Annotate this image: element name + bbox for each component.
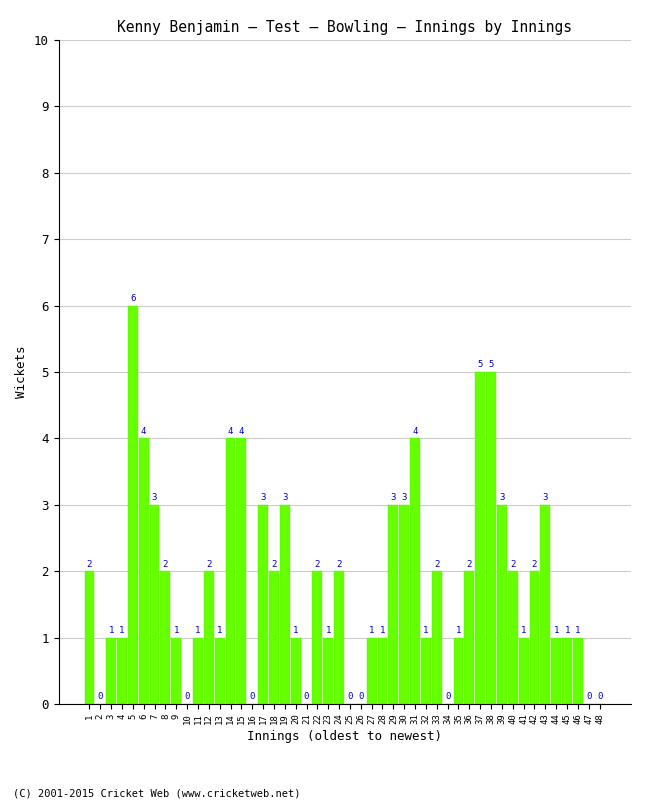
Bar [540, 505, 550, 704]
Bar [84, 571, 94, 704]
Text: 1: 1 [217, 626, 222, 635]
Text: 1: 1 [369, 626, 374, 635]
Y-axis label: Wickets: Wickets [15, 346, 28, 398]
Bar [237, 438, 246, 704]
Text: 1: 1 [174, 626, 179, 635]
Text: 5: 5 [478, 360, 483, 370]
Bar [280, 505, 290, 704]
Bar [399, 505, 409, 704]
Bar [421, 638, 431, 704]
Text: 0: 0 [347, 692, 352, 702]
Text: 1: 1 [575, 626, 580, 635]
Text: 3: 3 [543, 493, 548, 502]
Title: Kenny Benjamin – Test – Bowling – Innings by Innings: Kenny Benjamin – Test – Bowling – Inning… [117, 20, 572, 34]
Bar [508, 571, 517, 704]
Text: 5: 5 [488, 360, 494, 370]
Bar [172, 638, 181, 704]
Bar [378, 638, 387, 704]
Bar [128, 306, 138, 704]
Bar [497, 505, 507, 704]
Bar [291, 638, 300, 704]
Text: 0: 0 [304, 692, 309, 702]
X-axis label: Innings (oldest to newest): Innings (oldest to newest) [247, 730, 442, 743]
Bar [530, 571, 540, 704]
Text: 2: 2 [162, 559, 168, 569]
Text: 0: 0 [445, 692, 450, 702]
Bar [334, 571, 344, 704]
Text: 1: 1 [521, 626, 526, 635]
Bar [432, 571, 441, 704]
Bar [193, 638, 203, 704]
Text: 0: 0 [597, 692, 603, 702]
Bar [551, 638, 561, 704]
Bar [106, 638, 116, 704]
Bar [150, 505, 159, 704]
Text: 3: 3 [391, 493, 396, 502]
Text: 1: 1 [380, 626, 385, 635]
Text: 1: 1 [109, 626, 114, 635]
Bar [562, 638, 572, 704]
Text: 1: 1 [119, 626, 125, 635]
Bar [465, 571, 474, 704]
Bar [389, 505, 398, 704]
Text: 4: 4 [141, 426, 146, 436]
Text: 1: 1 [195, 626, 201, 635]
Bar [454, 638, 463, 704]
Text: 2: 2 [532, 559, 537, 569]
Text: 1: 1 [326, 626, 331, 635]
Text: 3: 3 [402, 493, 407, 502]
Bar [139, 438, 149, 704]
Bar [410, 438, 420, 704]
Text: 2: 2 [206, 559, 211, 569]
Bar [161, 571, 170, 704]
Text: 1: 1 [423, 626, 428, 635]
Bar [367, 638, 376, 704]
Text: 0: 0 [250, 692, 255, 702]
Text: 3: 3 [261, 493, 266, 502]
Text: 0: 0 [358, 692, 363, 702]
Text: 2: 2 [467, 559, 472, 569]
Text: 2: 2 [434, 559, 439, 569]
Text: 1: 1 [456, 626, 461, 635]
Bar [204, 571, 214, 704]
Text: 1: 1 [564, 626, 570, 635]
Bar [258, 505, 268, 704]
Text: 0: 0 [185, 692, 190, 702]
Text: 4: 4 [239, 426, 244, 436]
Bar [486, 372, 496, 704]
Bar [214, 638, 224, 704]
Text: 2: 2 [315, 559, 320, 569]
Bar [519, 638, 528, 704]
Text: 2: 2 [510, 559, 515, 569]
Text: 4: 4 [412, 426, 418, 436]
Bar [573, 638, 583, 704]
Text: 3: 3 [499, 493, 504, 502]
Bar [226, 438, 235, 704]
Text: (C) 2001-2015 Cricket Web (www.cricketweb.net): (C) 2001-2015 Cricket Web (www.cricketwe… [13, 788, 300, 798]
Text: 1: 1 [293, 626, 298, 635]
Text: 4: 4 [228, 426, 233, 436]
Text: 0: 0 [98, 692, 103, 702]
Bar [475, 372, 485, 704]
Text: 1: 1 [554, 626, 559, 635]
Text: 0: 0 [586, 692, 592, 702]
Bar [269, 571, 279, 704]
Bar [313, 571, 322, 704]
Bar [117, 638, 127, 704]
Text: 2: 2 [271, 559, 277, 569]
Text: 2: 2 [86, 559, 92, 569]
Text: 6: 6 [130, 294, 135, 303]
Text: 2: 2 [337, 559, 342, 569]
Text: 3: 3 [282, 493, 287, 502]
Bar [323, 638, 333, 704]
Text: 3: 3 [152, 493, 157, 502]
